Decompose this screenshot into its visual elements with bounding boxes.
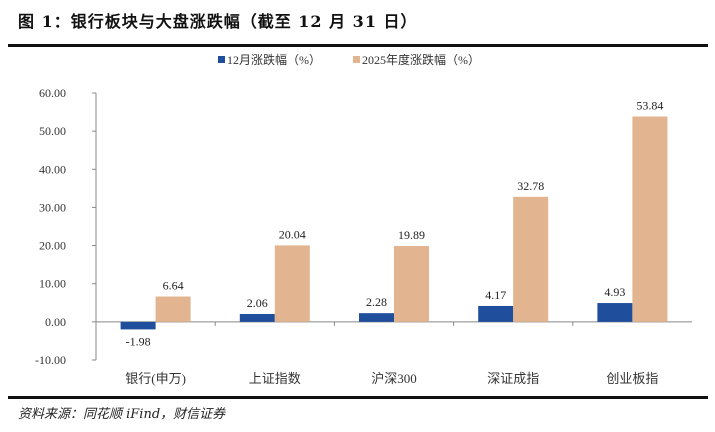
data-label: 4.17 (485, 288, 506, 302)
bar-annual (394, 245, 429, 322)
data-label: 19.89 (398, 228, 425, 242)
data-label: 2.28 (366, 295, 387, 309)
bar-annual (155, 296, 191, 322)
x-tick-label: 深证成指 (487, 371, 539, 386)
data-label: 4.93 (604, 285, 625, 299)
x-tick-label: 沪深300 (371, 371, 417, 386)
bar-december (478, 305, 514, 322)
source-note: 资料来源：同花顺 iFind，财信证券 (18, 407, 226, 422)
y-tick-label: 30.00 (39, 200, 66, 214)
bar-december (359, 313, 394, 322)
legend-label: 12月涨跌幅（%） (227, 52, 321, 67)
y-tick-label: 40.00 (39, 162, 66, 176)
bar-annual (513, 196, 549, 322)
bar-december (597, 303, 633, 322)
bar-december (120, 321, 156, 330)
bar-annual (274, 245, 310, 322)
top-rule (8, 44, 708, 47)
x-tick-label: 创业板指 (606, 371, 658, 386)
figure-title: 图 1：银行板块与大盘涨跌幅（截至 12 月 31 日） (18, 12, 418, 31)
data-label: 2.06 (247, 296, 268, 310)
legend-swatch (353, 56, 360, 63)
data-label: -1.98 (126, 334, 151, 348)
bar-chart: -10.00 0.00 10.00 20.00 30.00 40.00 50.00 60.00… (35, 52, 692, 386)
y-tick-label: 10.00 (39, 277, 66, 291)
y-tick-label: -10.00 (35, 353, 66, 367)
bar-annual (632, 116, 668, 322)
y-tick-label: 50.00 (39, 124, 66, 138)
data-label: 6.64 (163, 279, 184, 293)
legend-label: 2025年度涨跌幅（%） (362, 52, 480, 67)
data-label: 53.84 (636, 98, 663, 112)
x-tick-label: 上证指数 (249, 371, 301, 386)
bottom-rule (8, 396, 708, 399)
y-tick-label: 0.00 (45, 315, 66, 329)
y-tick-label: 20.00 (39, 239, 66, 253)
x-tick-label: 银行(申万) (125, 371, 186, 386)
y-tick-label: 60.00 (39, 86, 66, 100)
legend-swatch (218, 56, 225, 63)
data-label: 20.04 (279, 227, 306, 241)
data-label: 32.78 (517, 179, 544, 193)
bar-december (239, 313, 275, 322)
